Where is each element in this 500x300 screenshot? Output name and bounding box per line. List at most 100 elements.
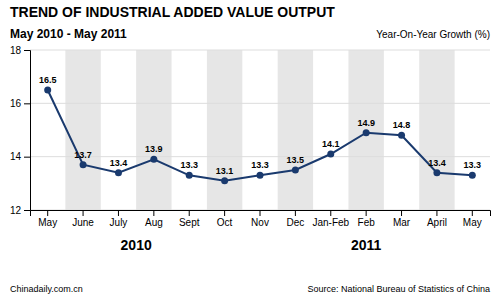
x-tick: Nov bbox=[251, 210, 269, 228]
y-tick: 12 bbox=[10, 205, 30, 216]
x-tick-mark bbox=[153, 210, 154, 216]
y-tick-mark bbox=[24, 210, 30, 211]
x-tick-mark bbox=[436, 210, 437, 216]
point bbox=[115, 169, 122, 176]
x-tick-label: June bbox=[72, 217, 94, 228]
x-tick-mark bbox=[189, 210, 190, 216]
year-label: 2011 bbox=[351, 237, 382, 253]
y-tick: 18 bbox=[10, 45, 30, 56]
y-tick-mark bbox=[24, 157, 30, 158]
chart: 12 14 16 18 May June July Aug Sept Oct Nov Dec Jan-F… bbox=[0, 0, 500, 300]
data-label: 13.5 bbox=[287, 155, 305, 165]
y-tick-mark bbox=[24, 50, 30, 51]
x-tick-label: April bbox=[427, 217, 447, 228]
point bbox=[257, 172, 264, 179]
x-tick-label: Aug bbox=[145, 217, 163, 228]
stripe bbox=[136, 50, 171, 210]
data-label: 13.4 bbox=[428, 158, 446, 168]
grid-line bbox=[30, 50, 490, 51]
x-tick-label: May bbox=[463, 217, 482, 228]
x-tick-label: Oct bbox=[217, 217, 233, 228]
year-label: 2010 bbox=[121, 237, 152, 253]
point bbox=[433, 169, 440, 176]
x-tick-mark bbox=[260, 210, 261, 216]
stripe bbox=[348, 50, 383, 210]
y-tick-label: 12 bbox=[10, 205, 22, 216]
data-label: 13.7 bbox=[74, 150, 92, 160]
line bbox=[48, 90, 473, 181]
x-tick-mark bbox=[472, 210, 473, 216]
x-tick: April bbox=[427, 210, 447, 228]
data-label: 14.8 bbox=[393, 120, 411, 130]
x-tick-label: Feb bbox=[358, 217, 376, 228]
y-tick-mark bbox=[24, 103, 30, 104]
x-tick-label: May bbox=[38, 217, 57, 228]
x-tick-label: Dec bbox=[286, 217, 304, 228]
x-tick: Feb bbox=[358, 210, 376, 228]
data-label: 14.1 bbox=[322, 139, 340, 149]
y-tick-label: 16 bbox=[10, 98, 22, 109]
stripes bbox=[65, 50, 454, 210]
y-tick-label: 14 bbox=[10, 151, 22, 162]
x-tick: Mar bbox=[393, 210, 411, 228]
y-tick: 16 bbox=[10, 98, 30, 109]
data-label: 13.3 bbox=[464, 160, 482, 170]
y-axis-title: Year-On-Year Growth (%) bbox=[376, 29, 490, 40]
stripe bbox=[65, 50, 100, 210]
data-label: 13.9 bbox=[145, 144, 163, 154]
x-tick-label: Mar bbox=[393, 217, 411, 228]
y-axis-line bbox=[24, 51, 31, 211]
x-tick-label: Sept bbox=[179, 217, 200, 228]
point bbox=[469, 172, 476, 179]
title: TREND OF INDUSTRIAL ADDED VALUE OUTPUT bbox=[10, 4, 335, 20]
x-tick-mark bbox=[366, 210, 367, 216]
stripe bbox=[278, 50, 313, 210]
x-tick-label: Nov bbox=[251, 217, 269, 228]
stripe bbox=[207, 50, 242, 210]
footer: Chinadaily.com.cn bbox=[10, 284, 83, 294]
footer: Source: National Bureau of Statistics of… bbox=[307, 284, 490, 294]
grid-line bbox=[30, 103, 490, 104]
x-axis: May June July Aug Sept Oct Nov Dec Jan-Feb Feb Mar… bbox=[31, 210, 491, 228]
x-tick-mark bbox=[224, 210, 225, 216]
marks bbox=[44, 87, 476, 185]
x-tick-mark bbox=[295, 210, 296, 216]
grid bbox=[30, 50, 490, 210]
data-labels: 16.5 13.7 13.4 13.9 13.3 13.1 13.3 13.5 14.1 14.9… bbox=[39, 75, 481, 176]
x-tick-mark bbox=[330, 210, 331, 216]
x-tick-mark bbox=[118, 210, 119, 216]
y-tick-label: 18 bbox=[10, 45, 22, 56]
point bbox=[327, 151, 334, 158]
point bbox=[363, 129, 370, 136]
data-label: 13.3 bbox=[251, 160, 269, 170]
x-tick: June bbox=[72, 210, 94, 228]
y-axis: 12 14 16 18 bbox=[10, 45, 31, 216]
point bbox=[150, 156, 157, 163]
point bbox=[221, 177, 228, 184]
x-tick: Oct bbox=[217, 210, 233, 228]
x-tick: Dec bbox=[286, 210, 304, 228]
point bbox=[292, 167, 299, 174]
point bbox=[398, 132, 405, 139]
x-tick-mark bbox=[47, 210, 48, 216]
x-tick-mark bbox=[401, 210, 402, 216]
x-tick: May bbox=[38, 210, 57, 228]
x-tick: July bbox=[110, 210, 128, 228]
x-tick: Aug bbox=[145, 210, 163, 228]
x-tick: May bbox=[463, 210, 482, 228]
point bbox=[44, 87, 51, 94]
data-label: 16.5 bbox=[39, 75, 57, 85]
y-tick: 14 bbox=[10, 151, 30, 162]
data-label: 13.4 bbox=[110, 158, 128, 168]
data-label: 13.3 bbox=[180, 160, 198, 170]
point bbox=[80, 161, 87, 168]
x-tick-label: Jan-Feb bbox=[312, 217, 349, 228]
data-label: 13.1 bbox=[216, 166, 234, 176]
x-tick-mark bbox=[83, 210, 84, 216]
point bbox=[186, 172, 193, 179]
subtitle: May 2010 - May 2011 bbox=[10, 27, 127, 41]
data-label: 14.9 bbox=[357, 118, 375, 128]
x-tick: Jan-Feb bbox=[312, 210, 349, 228]
x-tick-label: July bbox=[110, 217, 128, 228]
x-tick: Sept bbox=[179, 210, 200, 228]
